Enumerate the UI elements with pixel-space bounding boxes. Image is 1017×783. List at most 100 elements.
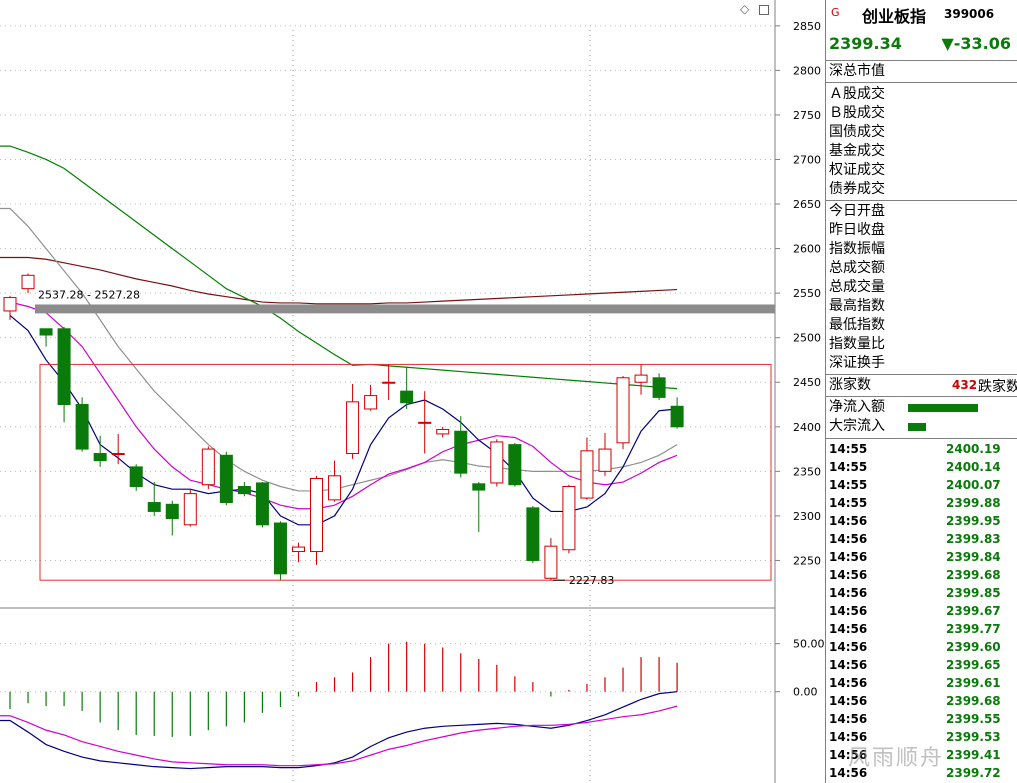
candle[interactable] [454, 416, 468, 478]
axis-tick-label: 2800 [793, 64, 821, 77]
candle[interactable] [310, 475, 324, 565]
axis-tick-label: 2500 [793, 332, 821, 345]
candle-body [21, 274, 35, 290]
candle[interactable] [616, 376, 630, 450]
candle[interactable] [93, 435, 107, 467]
macd-tick-label: 0.00 [793, 686, 818, 699]
resistance-label: 2537.28 - 2527.28 [38, 288, 140, 301]
candle[interactable] [490, 439, 504, 487]
tick-list[interactable]: 14:55 2400.19 14:55 2400.14 14:55 2400.07 14:5… [826, 439, 1017, 782]
market-cap-section: 深总市值 [826, 61, 1017, 83]
candles[interactable] [3, 273, 684, 581]
candle[interactable] [183, 489, 197, 527]
axis-tick-label: 2600 [793, 243, 821, 256]
candle[interactable] [346, 384, 360, 459]
candlestick-chart-area[interactable]: 2250 2300 2350 2400 2450 2500 2550 2600 2650 2700… [0, 0, 825, 783]
label-block-inflow: 大宗流入 [829, 418, 885, 434]
candle[interactable] [418, 391, 432, 454]
diamond-icon[interactable]: ◇ [740, 2, 750, 16]
label-total-volume: 总成交量 [829, 279, 885, 295]
axis-tick-label: 2300 [793, 510, 821, 523]
candle[interactable] [255, 482, 269, 528]
candle[interactable] [400, 367, 414, 409]
candle[interactable] [219, 451, 233, 506]
candle[interactable] [526, 506, 540, 564]
tick-price: 2399.53 [946, 730, 1001, 744]
candle[interactable] [165, 500, 179, 536]
axis-tick-label: 2350 [793, 465, 821, 478]
tick-row: 14:56 2399.77 [826, 620, 1017, 638]
index-code: 399006 [944, 7, 995, 21]
tick-price: 2399.77 [946, 622, 1001, 636]
candle-body [634, 374, 648, 383]
axis-tick-label: 2750 [793, 109, 821, 122]
label-warrant-turnover: 权证成交 [829, 162, 885, 178]
candle[interactable] [273, 521, 287, 581]
candle-body [3, 297, 17, 312]
candle[interactable] [21, 273, 35, 294]
candle[interactable] [39, 328, 53, 347]
axis-tick-label: 2450 [793, 376, 821, 389]
candle[interactable] [544, 538, 558, 581]
breadth-row: 涨家数 432 跌家数 [826, 375, 1017, 397]
candle[interactable] [129, 464, 143, 491]
macd-tick-label: 50.00 [793, 638, 825, 651]
candle-body [147, 502, 161, 512]
candle-body [255, 482, 269, 526]
axis-tick-label: 2400 [793, 421, 821, 434]
price-grid [0, 0, 776, 783]
advancers-count: 432 [952, 378, 978, 392]
candle[interactable] [634, 364, 648, 395]
candle[interactable] [3, 295, 17, 320]
candle[interactable] [598, 433, 612, 476]
candle[interactable] [57, 326, 71, 423]
candle[interactable] [328, 460, 342, 502]
restore-icon[interactable] [759, 4, 770, 15]
label-turnover-rate: 深证换手 [829, 355, 885, 371]
label-low: 最低指数 [829, 317, 885, 333]
tick-time: 14:56 [829, 532, 868, 546]
annotations: 2227.83 [552, 574, 614, 587]
candle[interactable] [111, 433, 125, 465]
candle[interactable] [237, 482, 251, 497]
candle[interactable] [562, 484, 576, 554]
candle[interactable] [580, 437, 594, 500]
candle[interactable] [364, 384, 378, 411]
candle[interactable] [201, 446, 215, 490]
tick-time: 14:56 [829, 658, 868, 672]
tick-row: 14:55 2399.88 [826, 494, 1017, 512]
label-total-amount: 总成交额 [829, 260, 885, 276]
tick-time: 14:56 [829, 730, 868, 744]
candle-body [616, 377, 630, 444]
tick-time: 14:56 [829, 712, 868, 726]
candle[interactable] [436, 426, 450, 438]
candle[interactable] [508, 442, 522, 487]
window-controls[interactable]: ◇ [740, 2, 770, 16]
tick-price: 2400.14 [946, 460, 1001, 474]
tick-row: 14:56 2399.68 [826, 692, 1017, 710]
candle[interactable] [472, 482, 486, 532]
tick-row: 14:56 2399.41 [826, 746, 1017, 764]
tick-time: 14:56 [829, 586, 868, 600]
tick-row: 14:56 2399.55 [826, 710, 1017, 728]
label-advancers: 涨家数 [829, 377, 871, 393]
candle-body [57, 328, 71, 406]
candle[interactable] [291, 542, 305, 563]
ma5-line [9, 314, 678, 526]
tick-time: 14:56 [829, 766, 868, 780]
candle-body [219, 454, 233, 504]
axis-tick-label: 2650 [793, 198, 821, 211]
candle[interactable] [652, 373, 666, 401]
tick-time: 14:56 [829, 514, 868, 528]
tick-price: 2399.83 [946, 532, 1001, 546]
candle-body [111, 453, 125, 456]
axis-tick-label: 2250 [793, 554, 821, 567]
candle-body [400, 390, 414, 404]
index-name: 创业板指 [862, 7, 927, 26]
candle[interactable] [147, 482, 161, 516]
candle[interactable] [670, 397, 684, 429]
chart-canvas[interactable]: 2250 2300 2350 2400 2450 2500 2550 2600 2650 2700… [0, 0, 825, 783]
candle[interactable] [382, 364, 396, 401]
candle-body [598, 448, 612, 472]
candle[interactable] [75, 397, 89, 452]
